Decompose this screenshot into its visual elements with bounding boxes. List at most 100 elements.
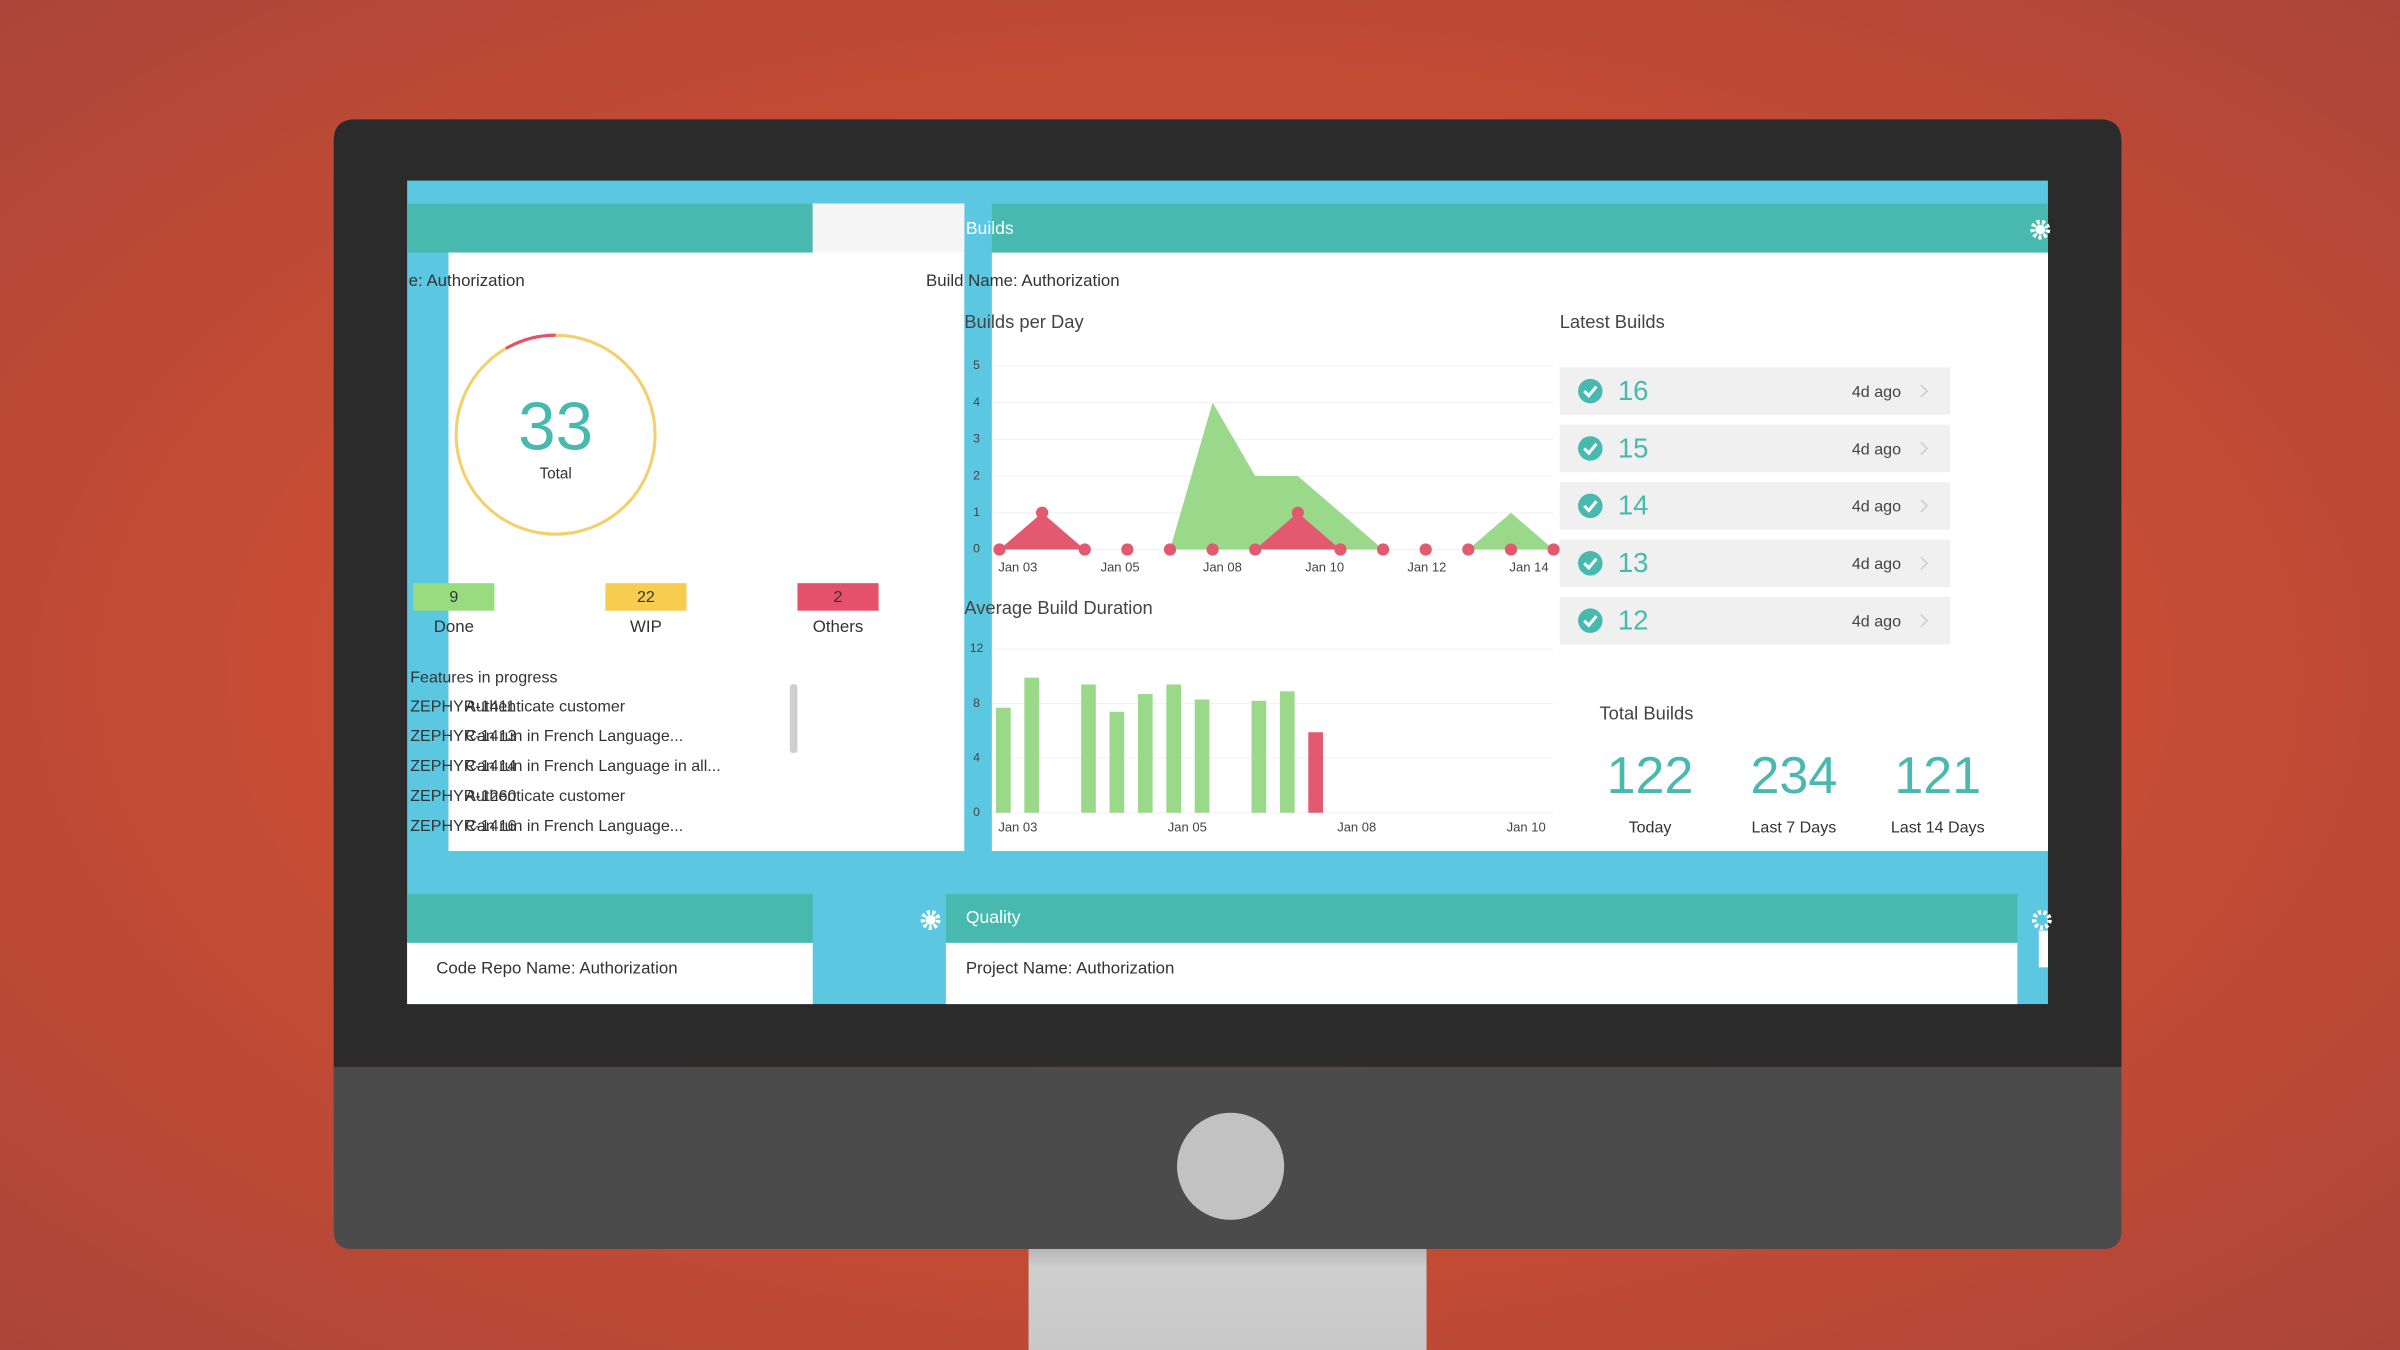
- area: [999, 402, 1554, 550]
- build-age: 4d ago: [1852, 383, 1901, 401]
- build-row-bg: [1559, 424, 1950, 473]
- builds-per-day-chart: 0 1 2 3 4 5 Jan 03 Jan 05 Jan 08 Jan 10 Jan 12 Jan …: [973, 358, 1560, 574]
- bar: [1251, 700, 1267, 813]
- point: [1291, 506, 1304, 519]
- gear-teeth: [2030, 219, 2051, 240]
- y-tick-label: 5: [973, 358, 980, 372]
- build-row-bg: [1559, 539, 1950, 587]
- x-tick-label: Jan 05: [1168, 819, 1207, 834]
- build-row-bg: [1559, 367, 1950, 415]
- status-badge: [413, 583, 495, 611]
- quality-header: [945, 893, 2018, 943]
- check-mark: [1583, 615, 1598, 628]
- total-count: 33: [518, 389, 593, 464]
- monitor-button: [1177, 1112, 1285, 1220]
- x-tick-label: Jan 12: [1407, 559, 1446, 574]
- build-row[interactable]: 16 4d ago: [1559, 367, 1950, 415]
- y-tick-label: 2: [973, 468, 980, 482]
- check-icon: [1578, 436, 1603, 461]
- average-duration-chart: 0 4 8 12 Jan 03 Jan 05 Jan 08 Jan 10: [970, 641, 1554, 834]
- build-number: 14: [1618, 490, 1649, 521]
- y-tick-label: 0: [973, 542, 980, 556]
- point: [993, 543, 1006, 556]
- y-tick-label: 3: [973, 432, 980, 446]
- donut-accent: [505, 333, 556, 350]
- build-number: 12: [1618, 604, 1649, 635]
- area: [999, 512, 1554, 550]
- feature-id: ZEPHYR-1411: [410, 697, 515, 715]
- gear-body: [2035, 224, 2046, 235]
- point: [1462, 543, 1475, 556]
- feature-name: Can run in French Language in all...: [465, 757, 720, 775]
- bar: [1279, 691, 1295, 813]
- builds-panel-header: [991, 203, 2048, 253]
- bar: [1166, 684, 1182, 813]
- feature-id: ZEPHYR-1416: [410, 817, 516, 835]
- chevron: [1920, 556, 1929, 570]
- code-repo-text: Code Repo Name: Authorization: [436, 958, 677, 977]
- bar: [1137, 694, 1153, 813]
- monitor-stand: [1028, 1239, 1427, 1350]
- feature-id: ZEPHYR-1260: [410, 787, 516, 805]
- code-repo-header: [407, 893, 813, 943]
- gear-icon[interactable]: [2031, 909, 2052, 930]
- check-icon: [1578, 608, 1603, 633]
- feature-name: Can run in French Language...: [465, 727, 683, 745]
- build-age: 4d ago: [1852, 612, 1901, 630]
- check-mark: [1583, 557, 1598, 571]
- feature-name: Authenticate customer: [465, 787, 625, 805]
- build-row[interactable]: 13 4d ago: [1559, 539, 1950, 587]
- point: [1419, 543, 1432, 556]
- status-badges: 9 Done 22 WIP 2 Others: [413, 583, 879, 636]
- point: [1504, 543, 1518, 556]
- bar: [1081, 684, 1096, 813]
- build-row-bg: [1559, 596, 1950, 645]
- build-number: 13: [1618, 547, 1649, 578]
- chevron: [1920, 613, 1929, 628]
- stat-label: Last 14 Days: [1891, 818, 1985, 836]
- chart-title: Average Build Duration: [964, 597, 1152, 618]
- point: [1078, 543, 1091, 556]
- point: [1547, 543, 1560, 556]
- x-tick-label: Jan 05: [1101, 559, 1140, 574]
- chevron: [1920, 441, 1929, 456]
- x-tick-label: Jan 08: [1337, 819, 1376, 834]
- build-name: Build Name: Authorization: [926, 271, 1120, 290]
- y-tick-label: 8: [973, 696, 980, 710]
- status-label: WIP: [630, 617, 662, 636]
- build-row-bg: [1559, 482, 1950, 530]
- status-badge: [797, 583, 879, 611]
- y-tick-label: 12: [970, 641, 984, 655]
- build-number: 15: [1618, 432, 1649, 463]
- build-age: 4d ago: [1852, 440, 1901, 458]
- bar: [1024, 677, 1040, 813]
- check-icon: [1578, 493, 1603, 519]
- x-tick-label: Jan 10: [1305, 559, 1344, 574]
- feature-id: ZEPHYR-1413: [410, 727, 516, 745]
- gear-icon[interactable]: [920, 909, 941, 930]
- bar: [1194, 699, 1210, 813]
- build-row[interactable]: 14 4d ago: [1559, 482, 1950, 530]
- status-label: Others: [813, 617, 864, 636]
- x-tick-label: Jan 03: [998, 559, 1037, 574]
- chevron: [1920, 499, 1929, 513]
- stat-value: 234: [1750, 747, 1837, 805]
- gear-icon[interactable]: [2030, 219, 2051, 240]
- build-number: 16: [1618, 375, 1649, 406]
- scrollbar: [789, 684, 798, 754]
- build-row[interactable]: 15 4d ago: [1559, 424, 1950, 473]
- check-icon: [1578, 551, 1603, 576]
- y-tick-label: 0: [973, 805, 980, 819]
- header-gap: [812, 203, 965, 253]
- y-tick-label: 1: [973, 505, 980, 519]
- build-name: e: Authorization: [409, 271, 525, 290]
- quality-text: Project Name: Authorization: [966, 958, 1175, 977]
- check-mark: [1583, 442, 1598, 456]
- total-builds: 122 Today 234 Last 7 Days 121 Last 14 Days: [1607, 747, 1985, 836]
- build-row[interactable]: 12 4d ago: [1559, 596, 1950, 645]
- features-panel-header: [407, 203, 813, 253]
- x-tick-label: Jan 14: [1510, 559, 1549, 574]
- features-panel: [448, 203, 965, 852]
- point: [1163, 543, 1177, 556]
- panel-edge: [2038, 930, 2048, 968]
